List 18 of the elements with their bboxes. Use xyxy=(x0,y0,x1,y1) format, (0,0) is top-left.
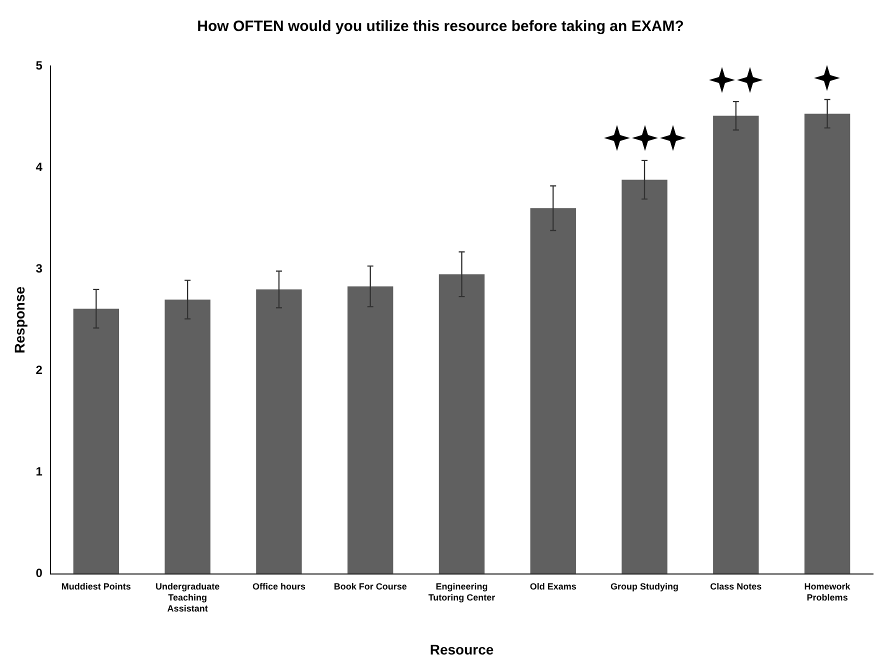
y-tick-label: 2 xyxy=(36,362,43,377)
x-tick-label: Muddiest Points xyxy=(61,582,131,592)
x-tick-label: Engineering Tutoring Center xyxy=(428,582,496,602)
y-tick-label: 3 xyxy=(36,261,43,276)
x-tick-label: Class Notes xyxy=(710,582,762,592)
y-tick-label: 0 xyxy=(36,566,43,580)
x-tick-label: Old Exams xyxy=(530,582,576,592)
x-axis-title: Resource xyxy=(430,641,494,658)
y-tick-label: 1 xyxy=(36,464,43,479)
x-tick-label: Homework Problems xyxy=(804,582,852,602)
y-tick-label: 4 xyxy=(36,160,43,174)
x-tick-label: Undergraduate Teaching Assistant xyxy=(156,582,220,614)
chart-title: How OFTEN would you utilize this resource before taking an EXAM? xyxy=(197,18,684,36)
x-tick-label: Group Studying xyxy=(610,582,679,592)
x-tick-label: Office hours xyxy=(252,582,306,592)
y-axis-title: Response xyxy=(11,286,28,354)
x-tick-label: Book For Course xyxy=(334,582,407,592)
y-tick-label: 5 xyxy=(36,58,43,72)
